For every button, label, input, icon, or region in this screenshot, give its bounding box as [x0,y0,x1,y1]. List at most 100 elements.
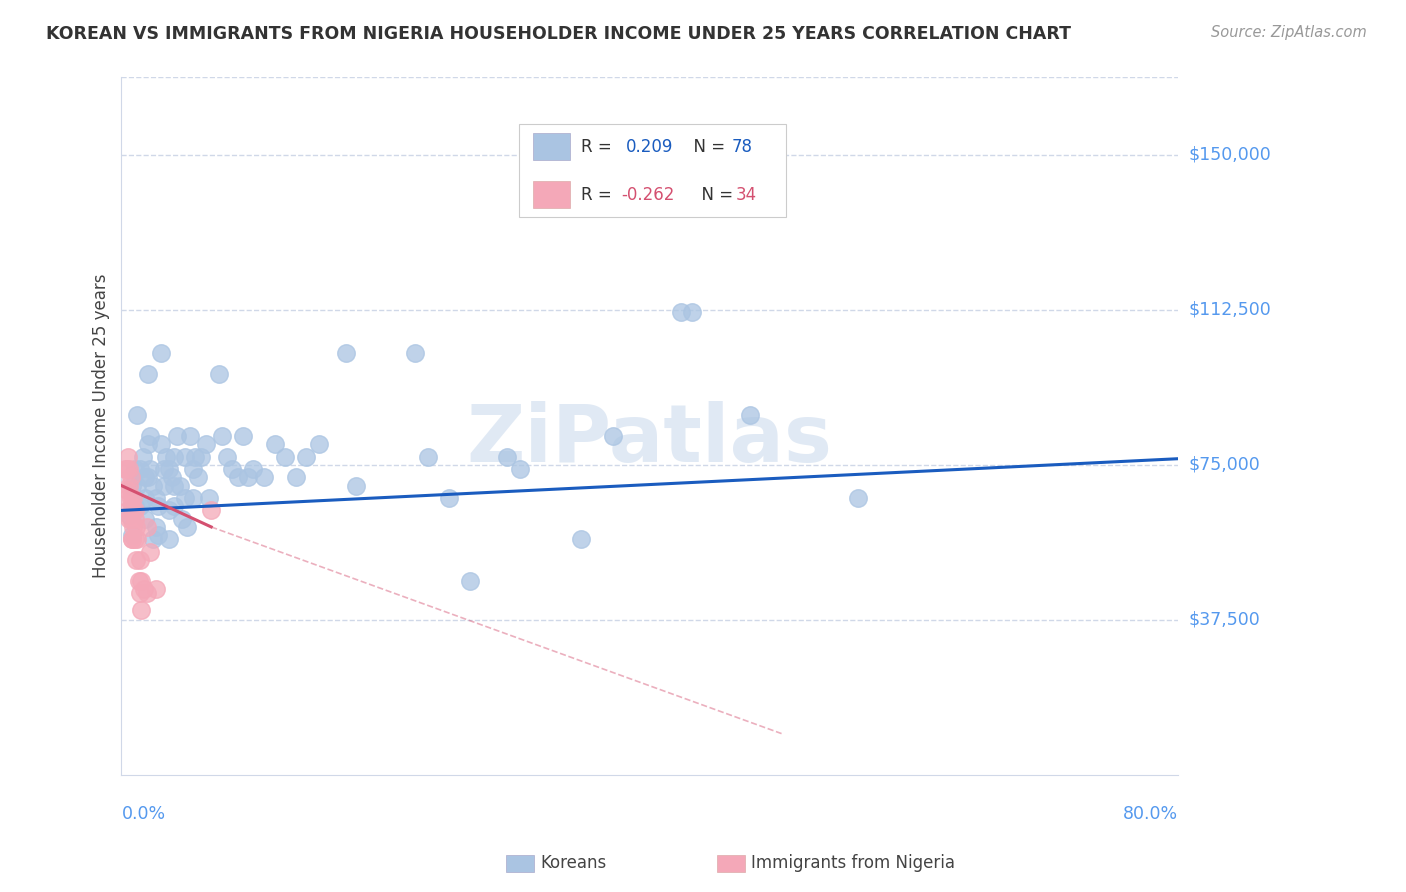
Point [134,511,156,525]
Point [125,520,148,534]
Point [124,462,146,476]
Point [284,470,307,484]
Point [173,491,195,505]
Text: -0.262: -0.262 [621,186,675,203]
Point [118,478,141,492]
Text: $112,500: $112,500 [1188,301,1271,319]
Point [152,478,174,492]
Point [115,462,138,476]
Point [134,491,156,505]
Text: KOREAN VS IMMIGRANTS FROM NIGERIA HOUSEHOLDER INCOME UNDER 25 YEARS CORRELATION : KOREAN VS IMMIGRANTS FROM NIGERIA HOUSEH… [46,25,1071,43]
Point [458,574,481,588]
Point [118,511,141,525]
Point [169,478,191,492]
Point [128,574,150,588]
Text: R =: R = [581,186,617,203]
Point [145,582,167,596]
Point [738,409,761,423]
Point [139,545,162,559]
Point [437,491,460,505]
Point [127,409,149,423]
Point [139,462,162,476]
Point [127,478,149,492]
Point [194,437,217,451]
Point [121,533,143,547]
Point [172,511,194,525]
Point [181,491,204,505]
Text: Source: ZipAtlas.com: Source: ZipAtlas.com [1211,25,1367,40]
Y-axis label: Householder Income Under 25 years: Householder Income Under 25 years [93,274,110,578]
Point [160,470,183,484]
Point [148,528,170,542]
Point [118,462,141,476]
Text: 0.0%: 0.0% [121,805,166,823]
Point [129,586,152,600]
Point [129,553,152,567]
Point [226,470,249,484]
Point [569,533,592,547]
Point [681,305,703,319]
Point [132,582,155,596]
Point [129,602,152,616]
Point [117,450,139,464]
Point [124,503,146,517]
Point [157,503,180,517]
Point [509,462,531,476]
Point [157,462,180,476]
Point [124,511,146,525]
Point [115,483,138,497]
Point [114,462,136,476]
Point [150,437,173,451]
Point [121,500,143,514]
Point [118,508,141,522]
Point [416,450,439,464]
Point [120,511,142,525]
Point [136,367,159,381]
Point [173,450,195,464]
Point [124,500,146,514]
Point [602,429,624,443]
Point [157,533,180,547]
Point [163,478,186,492]
Point [139,429,162,443]
Point [253,470,276,484]
Point [221,462,243,476]
Point [274,450,297,464]
Point [122,520,145,534]
Text: N =: N = [683,137,731,155]
Point [404,346,426,360]
Point [135,586,157,600]
Point [295,450,318,464]
Point [346,478,368,492]
Point [187,470,209,484]
Point [142,533,165,547]
Point [135,520,157,534]
Text: $150,000: $150,000 [1188,146,1271,164]
Text: 80.0%: 80.0% [1122,805,1178,823]
Point [121,533,143,547]
Point [208,367,231,381]
Text: N =: N = [690,186,738,203]
Point [263,437,285,451]
Point [131,450,153,464]
Text: Immigrants from Nigeria: Immigrants from Nigeria [751,855,955,872]
Point [121,528,143,542]
Point [308,437,330,451]
Point [129,574,152,588]
Point [238,470,260,484]
Point [152,462,174,476]
Point [136,437,159,451]
Point [145,491,167,505]
Point [176,520,198,534]
Point [122,491,145,505]
Point [335,346,357,360]
Point [129,500,152,514]
Point [197,491,219,505]
Point [179,429,201,443]
Point [142,478,165,492]
Text: $37,500: $37,500 [1188,611,1261,629]
Point [232,429,254,443]
Point [145,520,167,534]
Text: $75,000: $75,000 [1188,456,1261,474]
Point [134,470,156,484]
